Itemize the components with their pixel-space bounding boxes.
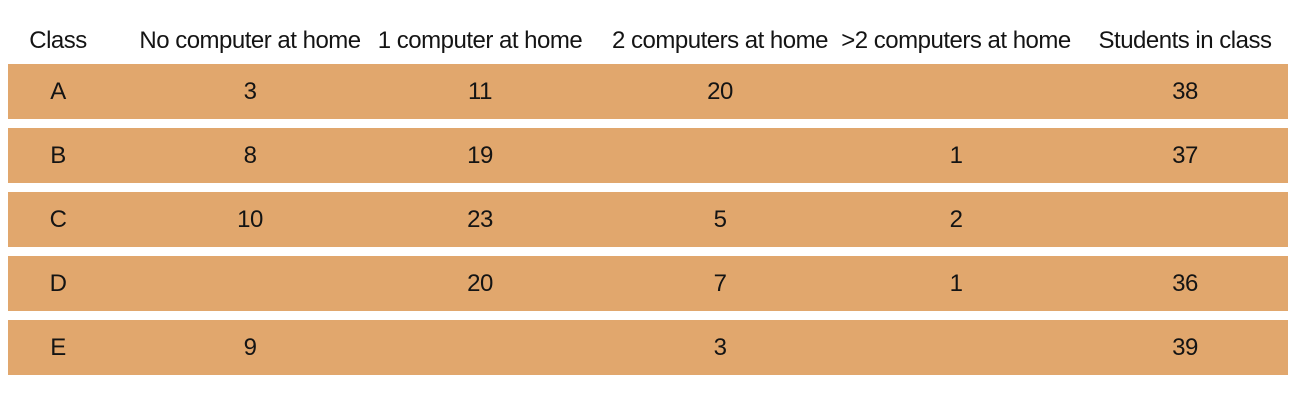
table-cell: 20 (707, 77, 733, 105)
table-cell: 3 (713, 333, 727, 361)
column-header-no-computer: No computer at home (139, 27, 361, 54)
table-cell: 2 (949, 205, 963, 233)
column-header-two-computers: 2 computers at home (612, 27, 828, 54)
column-header-one-computer: 1 computer at home (377, 27, 583, 54)
table-cell: 38 (1172, 77, 1198, 105)
column-header-more-than-two-computers: >2 computers at home (841, 27, 1071, 54)
computers-at-home-table: Class No computer at home 1 computer at … (8, 0, 1288, 384)
column-header-students-in-class: Students in class (1098, 27, 1272, 54)
table-cell-class: B (50, 141, 66, 169)
table-header-row: Class No computer at home 1 computer at … (8, 0, 1288, 64)
table-cell: 39 (1172, 333, 1198, 361)
table-cell-class: C (49, 205, 67, 233)
table-cell: 3 (243, 77, 257, 105)
table-cell: 36 (1172, 269, 1198, 297)
table-cell: 20 (467, 269, 493, 297)
table-cell: 11 (468, 77, 492, 105)
table-cell-class: E (50, 333, 66, 361)
table-cell: 9 (243, 333, 257, 361)
column-header-class: Class (29, 27, 87, 54)
table-cell-class: A (50, 77, 66, 105)
table-row-class-b: B 8 19 1 37 (8, 128, 1288, 183)
table-cell: 10 (237, 205, 263, 233)
table-cell: 1 (949, 269, 963, 297)
table-cell: 37 (1172, 141, 1198, 169)
table-row-class-a: A 3 11 20 38 (8, 64, 1288, 119)
table-cell: 7 (713, 269, 727, 297)
table-cell: 8 (243, 141, 257, 169)
table-cell: 23 (467, 205, 493, 233)
table-cell: 1 (949, 141, 963, 169)
table-row-class-d: D 20 7 1 36 (8, 256, 1288, 311)
table-row-class-e: E 9 3 39 (8, 320, 1288, 375)
table-row-class-c: C 10 23 5 2 (8, 192, 1288, 247)
table-cell: 5 (713, 205, 727, 233)
table-cell: 19 (467, 141, 493, 169)
table-cell-class: D (49, 269, 67, 297)
